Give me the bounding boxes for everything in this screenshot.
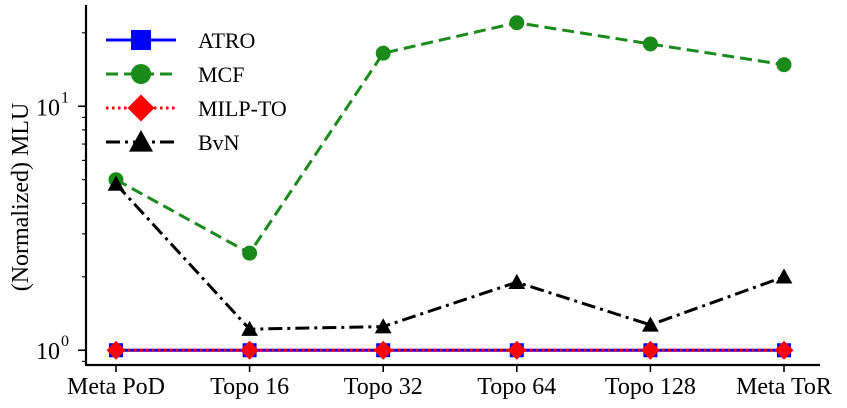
x-tick-label: Topo 128 xyxy=(605,374,696,400)
legend-entry: BvN xyxy=(106,130,240,155)
y-tick-exponent: 1 xyxy=(61,89,69,106)
data-point xyxy=(375,45,391,61)
legend-marker xyxy=(131,30,151,50)
y-tick-exponent: 0 xyxy=(61,333,69,350)
legend-marker xyxy=(129,130,153,152)
legend-marker xyxy=(131,64,151,84)
data-point xyxy=(241,320,258,336)
x-tick-label: Meta ToR xyxy=(736,374,832,400)
x-tick-label: Meta PoD xyxy=(67,374,165,400)
data-point xyxy=(776,57,792,73)
series-layer xyxy=(106,15,794,360)
series-milp-to xyxy=(106,340,794,360)
legend-entry: MILP-TO xyxy=(106,94,287,122)
series-line xyxy=(115,21,785,255)
data-point xyxy=(642,36,658,52)
x-tick-label: Topo 16 xyxy=(210,374,289,400)
data-point xyxy=(508,273,526,289)
series-line xyxy=(114,183,785,331)
legend-label: BvN xyxy=(198,130,240,155)
legend-entry: ATRO xyxy=(106,28,255,53)
data-point xyxy=(242,245,258,261)
x-tick-label: Topo 32 xyxy=(344,374,423,400)
legend-marker xyxy=(127,94,155,122)
data-point xyxy=(374,318,392,334)
data-point xyxy=(373,340,393,360)
legend-label: ATRO xyxy=(198,28,255,53)
data-point xyxy=(509,15,525,31)
series-atro xyxy=(109,343,791,358)
data-point xyxy=(775,268,793,284)
legend: ATRO MCF MILP-TO BvN xyxy=(106,28,287,155)
data-point xyxy=(642,316,659,332)
data-point xyxy=(774,340,794,360)
y-tick-label: 10 xyxy=(36,339,60,365)
y-axis-label: (Normalized) MLU xyxy=(8,103,34,292)
y-tick-label: 10 xyxy=(36,95,60,121)
data-point xyxy=(507,340,527,360)
series-bvn xyxy=(107,175,793,336)
legend-label: MILP-TO xyxy=(198,96,287,121)
axes xyxy=(84,5,820,367)
legend-label: MCF xyxy=(198,62,244,87)
data-point xyxy=(240,340,260,360)
data-point xyxy=(107,175,125,191)
data-point xyxy=(640,340,660,360)
data-point xyxy=(106,340,126,360)
x-tick-label: Topo 64 xyxy=(477,374,556,400)
legend-entry: MCF xyxy=(106,62,244,87)
x-ticks: Meta PoD Topo 16 Topo 32 Topo 64 Topo 128 Met… xyxy=(67,365,832,400)
